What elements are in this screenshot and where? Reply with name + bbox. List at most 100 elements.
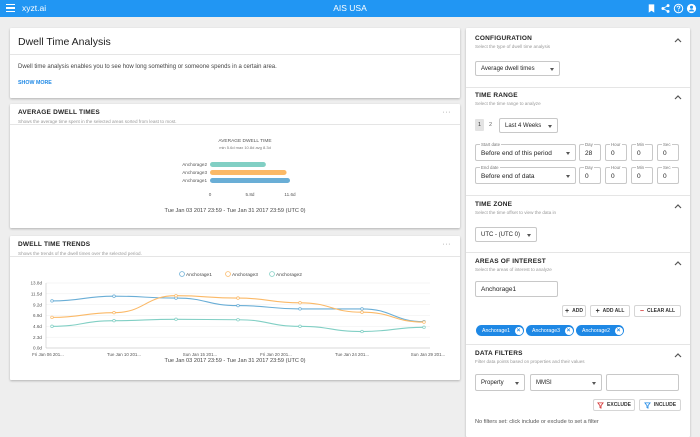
series-point bbox=[298, 301, 302, 305]
time-zone-subtitle: Select the time offset to view the data … bbox=[475, 210, 557, 215]
page-title: Dwell Time Analysis bbox=[18, 36, 111, 48]
end-date-value: Before end of data bbox=[481, 173, 535, 180]
avg-date-range: Tue Jan 03 2017 23:59 - Tue Jan 31 2017 … bbox=[164, 208, 306, 214]
x-tick: Sun Jan 29 201... bbox=[411, 352, 445, 357]
end-day-field[interactable]: Day 0 bbox=[579, 164, 601, 184]
y-tick: 9.2d bbox=[33, 302, 42, 307]
area-chip-anchorage3[interactable]: Anchorage3 × bbox=[526, 325, 574, 336]
time-range-title: TIME RANGE bbox=[475, 92, 518, 99]
help-icon[interactable] bbox=[673, 3, 684, 14]
avg-bar-label: Anchorage3 bbox=[182, 170, 207, 175]
series-point bbox=[236, 303, 240, 308]
avg-chart-subtitle: min 5.6d max 10.8d avg 8.3d bbox=[219, 145, 271, 150]
app-brand[interactable]: xyzt.ai bbox=[22, 3, 47, 13]
start-min-field[interactable]: Min 0 bbox=[631, 141, 653, 161]
areas-collapse-icon[interactable] bbox=[674, 260, 682, 266]
avg-x-tick: 0 bbox=[209, 192, 212, 197]
dwell-type-value: Average dwell times bbox=[481, 65, 535, 72]
start-sec-label: Sec bbox=[662, 141, 672, 148]
filter-property-value: Property bbox=[481, 379, 504, 386]
show-more-link[interactable]: SHOW MORE bbox=[18, 80, 52, 86]
include-filter-button[interactable]: INCLUDE bbox=[639, 399, 681, 411]
range-tab-2[interactable]: 2 bbox=[488, 122, 493, 128]
dwell-type-select[interactable]: Average dwell times bbox=[475, 61, 560, 76]
settings-panel: CONFIGURATION Select the type of dwell t… bbox=[466, 28, 690, 437]
trend-panel-subtitle: Shows the trends of the dwell times over… bbox=[18, 251, 142, 256]
add-all-label: ADD ALL bbox=[602, 308, 625, 314]
series-point bbox=[50, 324, 54, 328]
remove-chip-icon[interactable]: × bbox=[564, 326, 573, 335]
y-tick: 13.8d bbox=[31, 281, 43, 286]
start-date-value: Before end of this period bbox=[481, 150, 552, 157]
start-hour-value: 0 bbox=[611, 150, 615, 157]
time-range-collapse-icon[interactable] bbox=[674, 94, 682, 100]
range-tab-1[interactable]: 1 bbox=[475, 119, 484, 131]
start-min-value: 0 bbox=[637, 150, 641, 157]
legend-label: Anchorage2 bbox=[276, 272, 302, 278]
clear-all-areas-button[interactable]: − CLEAR ALL bbox=[634, 305, 681, 317]
menu-icon[interactable] bbox=[6, 4, 15, 13]
series-point bbox=[174, 294, 178, 298]
series-point bbox=[236, 318, 240, 322]
end-day-label: Day bbox=[584, 164, 594, 171]
config-subtitle: Select the type of dwell time analysis bbox=[475, 44, 551, 49]
dwell-trends-chart: Anchorage1 Anchorage3 Anchorage2 13.8d 11.5d… bbox=[31, 271, 445, 357]
filter-value-input[interactable] bbox=[606, 374, 679, 391]
share-icon[interactable] bbox=[660, 3, 671, 14]
start-day-value: 28 bbox=[585, 150, 593, 157]
remove-chip-icon[interactable]: × bbox=[614, 326, 623, 335]
exclude-filter-button[interactable]: EXCLUDE bbox=[593, 399, 635, 411]
trend-panel-more-icon[interactable]: ··· bbox=[442, 241, 451, 248]
end-date-select[interactable]: End date Before end of data bbox=[475, 164, 576, 184]
filter-field-select[interactable]: MMSI bbox=[530, 374, 602, 391]
end-min-label: Min bbox=[636, 164, 646, 171]
remove-chip-icon[interactable]: × bbox=[514, 326, 523, 335]
area-chip-anchorage1[interactable]: Anchorage1 × bbox=[476, 325, 524, 336]
app-header: xyzt.ai AIS USA bbox=[0, 0, 700, 17]
time-zone-collapse-icon[interactable] bbox=[674, 203, 682, 209]
time-zone-title: TIME ZONE bbox=[475, 201, 513, 208]
range-preset-select[interactable]: Last 4 Weeks bbox=[499, 118, 558, 133]
series-point bbox=[298, 307, 302, 311]
filters-collapse-icon[interactable] bbox=[674, 352, 682, 358]
area-chip-anchorage2[interactable]: Anchorage2 × bbox=[576, 325, 624, 336]
avg-panel-more-icon[interactable]: ··· bbox=[442, 109, 451, 116]
start-hour-field[interactable]: Hour 0 bbox=[605, 141, 627, 161]
start-sec-field[interactable]: Sec 0 bbox=[657, 141, 679, 161]
area-search-input[interactable]: Anchorage1 bbox=[475, 281, 558, 297]
series-point bbox=[50, 315, 54, 320]
series-point bbox=[112, 311, 116, 315]
series-point bbox=[50, 299, 54, 303]
include-filter-icon bbox=[643, 401, 651, 409]
end-day-value: 0 bbox=[585, 173, 589, 180]
start-date-select[interactable]: Start date Before end of this period bbox=[475, 141, 576, 161]
end-date-label: End date bbox=[480, 164, 500, 171]
time-zone-select[interactable]: UTC - (UTC 0) bbox=[475, 227, 537, 242]
start-hour-label: Hour bbox=[610, 141, 622, 148]
clear-all-icon: − bbox=[639, 307, 644, 315]
y-tick: 4.6d bbox=[33, 324, 42, 329]
area-search-value: Anchorage1 bbox=[481, 286, 517, 293]
end-hour-field[interactable]: Hour 0 bbox=[605, 164, 627, 184]
config-collapse-icon[interactable] bbox=[674, 37, 682, 43]
account-icon[interactable] bbox=[686, 3, 697, 14]
add-all-areas-button[interactable]: + ADD ALL bbox=[590, 305, 630, 317]
filters-title: DATA FILTERS bbox=[475, 350, 523, 357]
x-tick: Fri Jan 20 201... bbox=[260, 352, 292, 357]
bookmark-icon[interactable] bbox=[646, 3, 657, 14]
average-dwell-card: AVERAGE DWELL TIMES Shows the average ti… bbox=[10, 104, 460, 228]
legend-label: Anchorage3 bbox=[232, 272, 258, 278]
x-tick: Fri Jan 06 201... bbox=[32, 352, 64, 357]
end-sec-field[interactable]: Sec 0 bbox=[657, 164, 679, 184]
time-zone-value: UTC - (UTC 0) bbox=[481, 231, 520, 238]
x-tick: Tue Jan 24 201... bbox=[335, 352, 369, 357]
legend-swatch bbox=[179, 271, 185, 277]
include-label: INCLUDE bbox=[653, 402, 677, 408]
areas-title: AREAS OF INTEREST bbox=[475, 258, 546, 265]
start-day-field[interactable]: Day 28 bbox=[579, 141, 601, 161]
avg-bar-label: Anchorage1 bbox=[182, 178, 207, 183]
filter-property-select[interactable]: Property bbox=[475, 374, 525, 391]
series-point bbox=[360, 310, 364, 314]
add-area-button[interactable]: + ADD bbox=[562, 305, 586, 317]
end-min-field[interactable]: Min 0 bbox=[631, 164, 653, 184]
